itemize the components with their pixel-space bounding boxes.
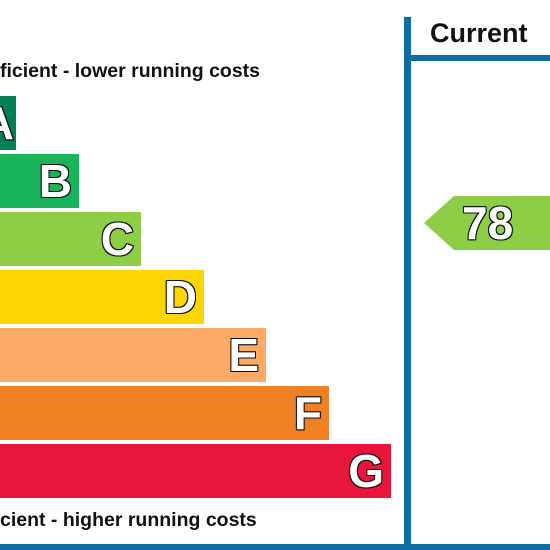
band-f-label: F <box>293 387 323 439</box>
bottom-caption: cient - higher running costs <box>0 509 257 531</box>
band-g-label: G <box>347 445 385 497</box>
column-divider <box>404 17 411 550</box>
header-divider <box>404 55 550 61</box>
current-rating-arrow-shape <box>424 196 550 250</box>
band-c-label: C <box>100 213 135 265</box>
band-g: G <box>0 444 391 498</box>
band-b: B <box>0 154 79 208</box>
band-f: F <box>0 386 329 440</box>
current-rating-value: 78 <box>461 196 514 250</box>
band-a: A <box>0 96 16 150</box>
top-caption: ficient - lower running costs <box>0 60 261 82</box>
band-d-label: D <box>163 271 198 323</box>
band-d: D <box>0 270 204 324</box>
band-c: C <box>0 212 141 266</box>
band-e: E <box>0 328 266 382</box>
current-rating-arrow <box>424 196 550 250</box>
band-e-label: E <box>227 329 260 381</box>
current-column-header: Current <box>430 18 528 48</box>
bottom-border <box>0 544 550 550</box>
band-b-label: B <box>38 155 73 207</box>
band-a-label: A <box>0 99 15 147</box>
